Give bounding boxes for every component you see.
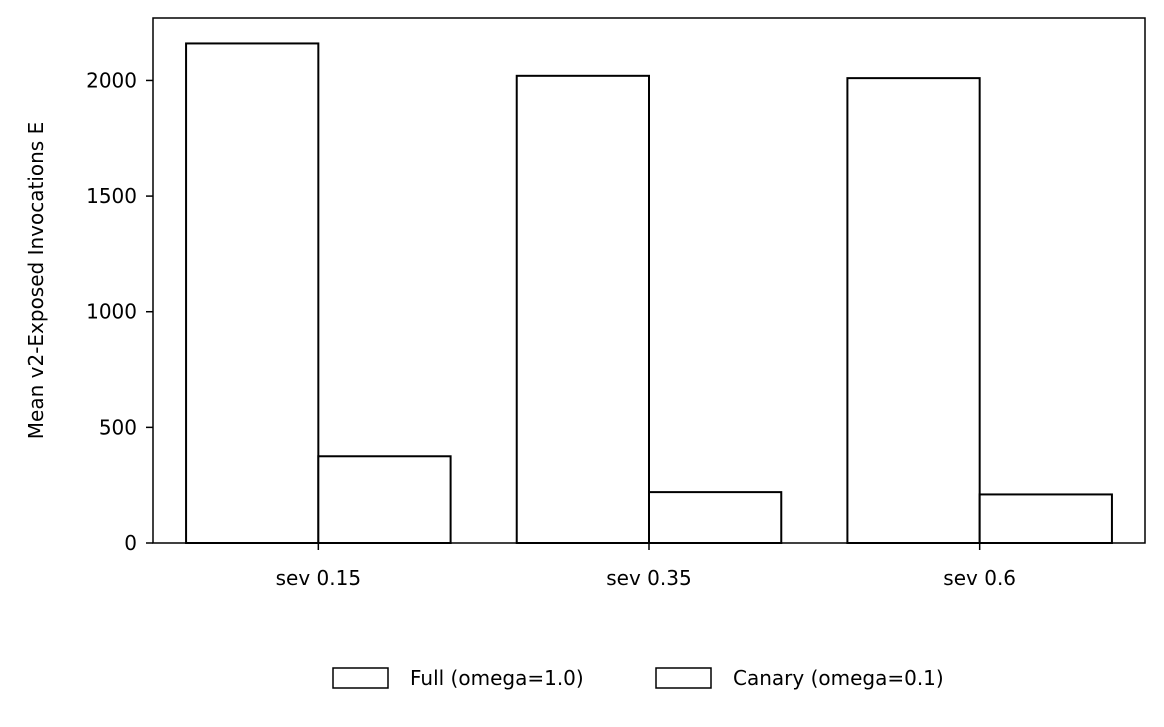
y-tick-label: 1500 [86,184,137,208]
y-axis: 0 500 1000 1500 2000 [86,68,153,555]
plot-area [185,42,1113,545]
y-tick-label: 2000 [86,68,137,92]
legend-swatch [332,667,389,689]
legend-label: Canary (omega=0.1) [733,666,944,690]
x-axis: sev 0.15 sev 0.35 sev 0.6 [276,543,1016,590]
legend-label: Full (omega=1.0) [410,666,584,690]
x-tick-label: sev 0.6 [943,566,1016,590]
bar-full-1 [515,74,650,544]
bar-full-2 [846,77,981,544]
x-tick-label: sev 0.35 [606,566,691,590]
bar-canary-2 [978,493,1113,545]
legend: Full (omega=1.0) Canary (omega=0.1) [332,666,944,690]
bar-canary-1 [648,491,783,545]
y-tick-label: 500 [99,415,137,439]
y-tick-label: 1000 [86,300,137,324]
bar-canary-0 [317,455,452,545]
bar-full-0 [185,42,320,545]
legend-swatch [655,667,712,689]
y-axis-label: Mean v2-Exposed Invocations E [24,122,48,439]
y-tick-label: 0 [124,531,137,555]
x-tick-label: sev 0.15 [276,566,361,590]
